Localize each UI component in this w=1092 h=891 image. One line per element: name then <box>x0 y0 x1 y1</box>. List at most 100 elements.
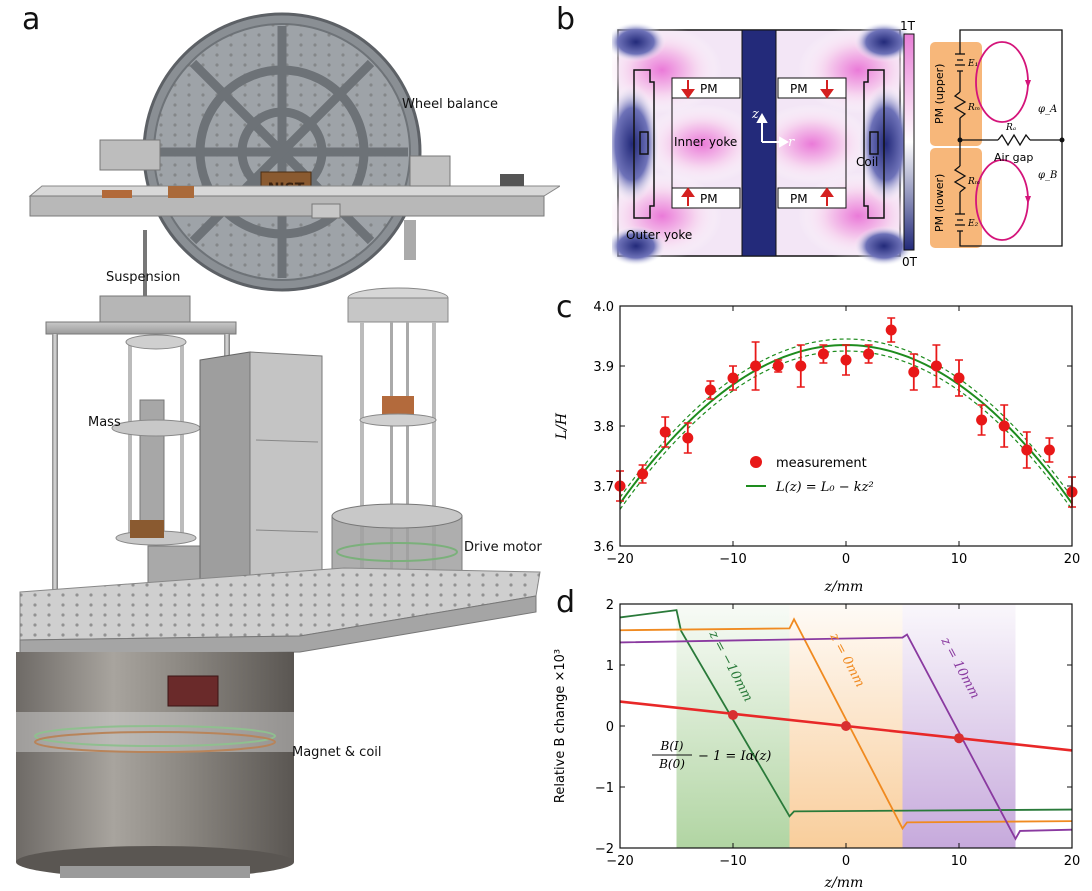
chart-d-ylabel: Relative B change ×10³ <box>553 649 568 803</box>
inductance-chart: −20 −10 0 10 20 3.6 3.7 3.8 3.9 4.0 z/mm L/H meas… <box>554 300 1081 595</box>
chart-d-xtick-label: −10 <box>719 854 746 869</box>
chart-d-ytick-label: −1 <box>595 781 614 796</box>
label-air-gap: Air gap <box>994 151 1033 164</box>
chart-d-ytick-label: 2 <box>606 598 614 613</box>
chart-d-xtick-label: −20 <box>606 854 633 869</box>
panel-letter-c: c <box>556 290 573 325</box>
wheel-balance: NIST <box>142 12 422 292</box>
chart-c-ytick-label: 4.0 <box>593 300 614 315</box>
measurement-point <box>863 348 875 360</box>
chart-c-ytick-label: 3.6 <box>593 540 614 555</box>
intersection-marker <box>728 710 738 721</box>
label-z-axis: z <box>751 107 759 122</box>
panel-letter-d: d <box>556 585 576 620</box>
apparatus-illustration: NIST <box>16 12 560 878</box>
formula-denominator: B(0) <box>658 757 685 771</box>
intersection-marker <box>954 733 964 744</box>
colorbar <box>903 33 915 251</box>
chart-c-xtick-label: −10 <box>719 552 746 567</box>
formula-numerator: B(I) <box>660 739 684 753</box>
vertical-column <box>199 351 323 613</box>
label-pm-lower: PM (lower) <box>933 174 946 232</box>
label-pm-ll: PM <box>700 192 718 206</box>
chart-d-ytick-label: 0 <box>606 720 614 735</box>
measurement-point <box>930 360 942 372</box>
measurement-point <box>1021 444 1033 456</box>
intersection-marker <box>841 721 851 731</box>
label-phi-b: φ_B <box>1038 170 1057 181</box>
chart-d-ytick-label: −2 <box>595 842 614 857</box>
label-suspension: Suspension <box>106 270 180 285</box>
measurement-point <box>795 360 807 372</box>
chart-c-ytick-label: 3.8 <box>593 420 614 435</box>
measurement-point <box>885 324 897 336</box>
measurement-point <box>727 372 739 384</box>
chart-c-legend: measurement L(z) = L₀ − kz² <box>746 456 874 495</box>
colorbar-top-label: 1T <box>900 20 916 33</box>
shaded-band <box>676 604 790 848</box>
measurement-point <box>1043 444 1055 456</box>
measurement-point <box>908 366 920 378</box>
legend-fit-label: L(z) = L₀ − kz² <box>775 480 874 495</box>
formula-rest: − 1 = Iα(z) <box>698 749 771 764</box>
panel-letter-a: a <box>22 2 41 37</box>
label-rm-upper: Rₘ <box>967 103 980 113</box>
measurement-point <box>682 432 694 444</box>
measurement-point <box>840 354 852 366</box>
label-e1: E₁ <box>967 59 978 69</box>
label-coil: Coil <box>856 155 878 169</box>
label-wheel-balance: Wheel balance <box>402 97 498 112</box>
measurement-point <box>817 348 829 360</box>
chart-c-ytick-label: 3.9 <box>593 360 614 375</box>
chart-c-xtick-label: 20 <box>1064 552 1081 567</box>
magnet-cylinder <box>16 652 294 878</box>
label-ra: Rₐ <box>1005 123 1016 133</box>
series-line <box>619 609 1073 818</box>
label-pm-ul: PM <box>700 82 718 96</box>
label-inner-yoke: Inner yoke <box>674 135 737 149</box>
chart-c-xlabel: z/mm <box>824 579 864 595</box>
legend-measurement-marker <box>750 456 762 468</box>
chart-d-xtick-label: 10 <box>951 854 968 869</box>
label-mass: Mass <box>88 415 121 430</box>
chart-c-xtick-label: 0 <box>842 552 850 567</box>
measurement-point <box>772 360 784 372</box>
label-r-axis: r <box>788 135 795 150</box>
shaded-band <box>902 604 1016 848</box>
drive-motor <box>331 220 463 601</box>
measurement-point <box>998 420 1010 432</box>
label-rm-lower: Rₘ <box>967 177 980 187</box>
colorbar-bottom-label: 0T <box>902 255 918 269</box>
label-outer-yoke: Outer yoke <box>626 228 692 242</box>
measurement-point <box>953 372 965 384</box>
label-drive-motor: Drive motor <box>464 540 542 555</box>
measurement-point <box>637 468 649 480</box>
label-pm-lr: PM <box>790 192 808 206</box>
chart-c-ylabel: L/H <box>554 412 570 440</box>
chart-d-frame <box>619 603 1073 849</box>
chart-d-ytick-label: 1 <box>606 659 614 674</box>
chart-c-xtick-label: −20 <box>606 552 633 567</box>
chart-c-xtick-label: 10 <box>951 552 968 567</box>
label-magnet-coil: Magnet & coil <box>292 745 382 760</box>
equivalent-circuit: PM (upper) PM (lower) E₁ E₂ Rₘ Rₘ Rₐ Air… <box>930 29 1065 248</box>
base-plate <box>19 567 541 657</box>
measurement-point <box>704 384 716 396</box>
balance-beam <box>28 139 560 219</box>
fit-upper-band <box>619 338 1073 498</box>
label-pm-upper: PM (upper) <box>933 64 946 124</box>
chart-d-xlabel: z/mm <box>824 875 864 891</box>
magnet-cross-section-diagram: PM PM PM PM Inner yoke Outer yoke Coil z… <box>612 20 1065 269</box>
measurement-point <box>976 414 988 426</box>
legend-measurement-label: measurement <box>776 456 867 471</box>
chart-d-xtick-label: 0 <box>842 854 850 869</box>
label-e2: E₂ <box>967 219 979 229</box>
measurement-point <box>750 360 762 372</box>
chart-d-xtick-label: 20 <box>1064 854 1081 869</box>
formula-annotation: B(I) B(0) − 1 = Iα(z) <box>652 739 771 771</box>
label-phi-a: φ_A <box>1038 104 1057 115</box>
measurement-point <box>659 426 671 438</box>
label-pm-ur: PM <box>790 82 808 96</box>
fit-lower-band <box>619 350 1073 510</box>
